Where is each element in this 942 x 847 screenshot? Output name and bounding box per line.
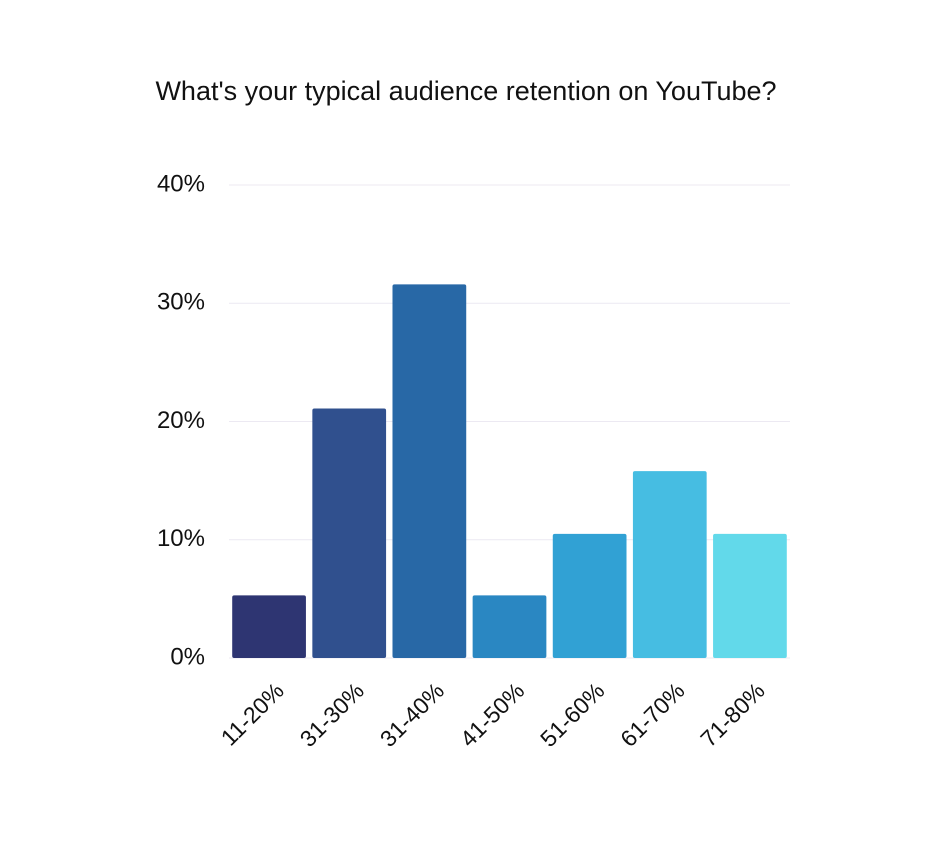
x-tick-label: 61-70% xyxy=(615,677,689,751)
bar xyxy=(392,284,467,658)
y-tick-label: 40% xyxy=(157,170,205,197)
y-tick-label: 30% xyxy=(157,289,205,316)
y-tick-label: 10% xyxy=(157,525,205,552)
x-tick-label: 71-80% xyxy=(695,677,769,751)
y-tick-label: 20% xyxy=(157,407,205,434)
bar xyxy=(552,533,627,658)
bar xyxy=(632,471,707,658)
x-tick-label: 51-60% xyxy=(535,677,609,751)
x-tick-label: 11-20% xyxy=(216,677,289,750)
x-tick-label: 31-40% xyxy=(375,677,449,751)
bar xyxy=(232,595,306,658)
bar xyxy=(472,595,547,658)
bar xyxy=(713,533,787,658)
chart-title: What's your typical audience retention o… xyxy=(155,76,776,106)
x-tick-label: 41-50% xyxy=(455,677,529,751)
bar xyxy=(312,408,387,658)
y-tick-label: 0% xyxy=(170,643,205,670)
x-tick-label: 31-30% xyxy=(295,677,369,751)
